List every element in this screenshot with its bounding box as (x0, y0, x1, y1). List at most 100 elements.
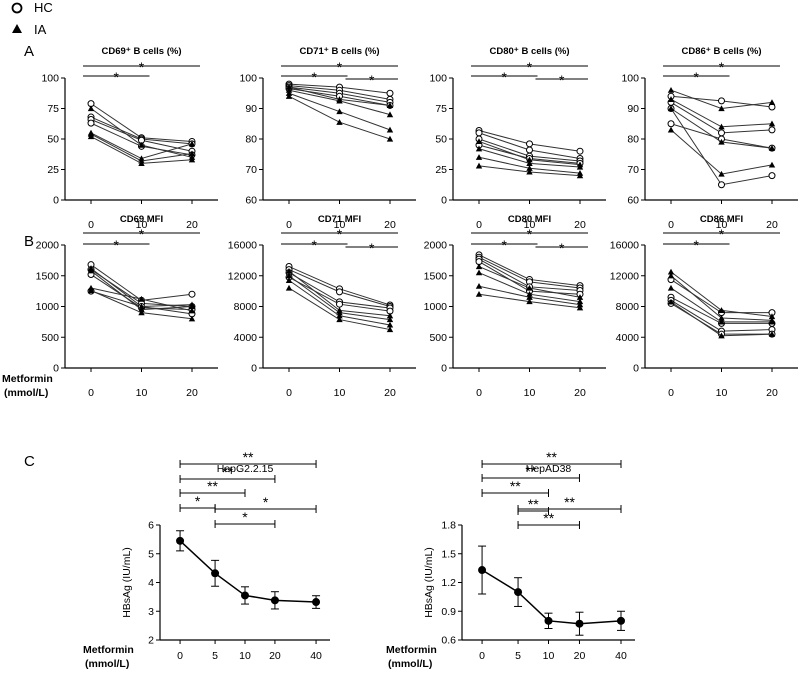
ia-point (285, 93, 293, 99)
y-tick-label: 50 (47, 134, 59, 146)
hc-point (768, 126, 776, 134)
y-tick-label: 8000 (616, 301, 640, 313)
y-tick-label: 1500 (36, 270, 60, 282)
y-tick-label: 0 (53, 195, 59, 207)
ia-point (188, 140, 196, 147)
ia-point (576, 304, 584, 311)
ia-point (718, 138, 725, 145)
ia-point (526, 156, 533, 163)
significance-label: * (559, 240, 565, 256)
ia-point (87, 105, 95, 112)
mean-point (211, 569, 220, 578)
x-tick-label: 10 (334, 387, 346, 399)
ia-point (718, 123, 725, 130)
significance-label: * (369, 72, 375, 88)
chart-title: CD71 MFI (318, 214, 361, 225)
significance-label: * (263, 494, 269, 510)
significance-label: * (242, 509, 248, 525)
ia-point (768, 144, 776, 151)
hc-point (526, 146, 533, 154)
hc-point (667, 120, 675, 128)
ia-point (667, 96, 675, 102)
ia-point (336, 97, 343, 104)
ia-point (336, 119, 343, 125)
ia-point (386, 312, 394, 319)
chart-title: CD69⁺ B cells (%) (102, 46, 182, 57)
mean-point (270, 596, 279, 605)
ia-point (138, 303, 145, 310)
y-tick-label: 80 (627, 134, 639, 146)
mean-point (575, 619, 584, 628)
significance-label: * (694, 69, 700, 85)
ia-point (475, 283, 483, 289)
ia-point (768, 120, 776, 127)
x-tick-label: 40 (310, 650, 322, 662)
ia-point (386, 126, 394, 133)
ia-point (718, 307, 725, 313)
x-tick-label: 5 (515, 650, 521, 662)
x-tick-label: 40 (615, 650, 627, 662)
x-tick-label: 10 (716, 219, 728, 231)
x-tick-label: 20 (766, 219, 778, 231)
y-axis-label: HBsAg (IU/mL) (423, 547, 435, 618)
ia-point (188, 156, 196, 163)
chart-title: CD69 MFI (120, 214, 163, 225)
ia-point (138, 309, 145, 316)
ia-point (138, 141, 145, 148)
ia-point (718, 314, 725, 321)
x-tick-label: 10 (136, 387, 148, 399)
significance-label: ** (543, 510, 554, 526)
legend-ia-marker (12, 24, 22, 33)
ia-point (475, 263, 483, 270)
ia-point (718, 318, 725, 325)
y-tick-label: 60 (627, 195, 639, 207)
y-tick-label: 60 (245, 195, 257, 207)
hc-point (188, 290, 196, 298)
x-tick-label: 10 (136, 219, 148, 231)
significance-label: ** (207, 478, 218, 494)
significance-label: * (139, 226, 145, 242)
ia-point (667, 284, 675, 291)
ia-point (336, 316, 343, 323)
mean-point (514, 588, 523, 597)
x-tick-label: 0 (177, 650, 183, 662)
ia-point (475, 269, 483, 276)
significance-label: * (719, 226, 725, 242)
x-tick-label: 10 (716, 387, 728, 399)
ia-point (87, 267, 95, 274)
significance-label: * (139, 59, 145, 75)
chart-cd69mfi: CD69 MFI 0 500 1000 1500 2000 0 10 20 * * (36, 214, 218, 399)
panel-label-a: A (24, 43, 34, 60)
panel-label-c: C (24, 453, 35, 470)
significance-label: * (114, 237, 120, 253)
y-tick-label: 1.2 (441, 577, 456, 589)
hc-point (768, 172, 776, 180)
y-tick-label: 90 (245, 103, 257, 115)
y-tick-label: 1000 (424, 301, 448, 313)
ia-point (768, 318, 776, 325)
x-tick-label: 0 (476, 219, 482, 231)
significance-label: ** (243, 449, 254, 465)
x-tick-label: 20 (269, 650, 281, 662)
significance-label: * (369, 240, 375, 256)
y-tick-label: 16000 (610, 240, 639, 252)
y-tick-label: 5 (148, 548, 154, 560)
y-tick-label: 1.8 (441, 520, 456, 532)
ia-point (188, 307, 196, 314)
ia-point (336, 312, 343, 319)
ia-point (768, 313, 776, 320)
chart-hepad38: HepAD38 0.6 0.9 1.2 1.5 1.8 0 5 10 20 40 HBsAg (IU/… (423, 449, 635, 662)
ia-point (576, 294, 584, 300)
significance-label: * (502, 237, 508, 253)
significance-label: * (694, 237, 700, 253)
hepad38-xlabel-line2: (mmol/L) (388, 658, 432, 670)
significance-label: * (312, 237, 318, 253)
x-tick-label: 10 (524, 219, 536, 231)
ia-point (475, 145, 483, 152)
y-tick-label: 6 (148, 520, 154, 532)
ia-point (386, 316, 394, 323)
chart-cd71mfi: CD71 MFI 0 4000 8000 12000 16000 0 10 20 * * * (228, 214, 416, 399)
significance-label: * (312, 69, 318, 85)
significance-label: * (195, 493, 201, 509)
